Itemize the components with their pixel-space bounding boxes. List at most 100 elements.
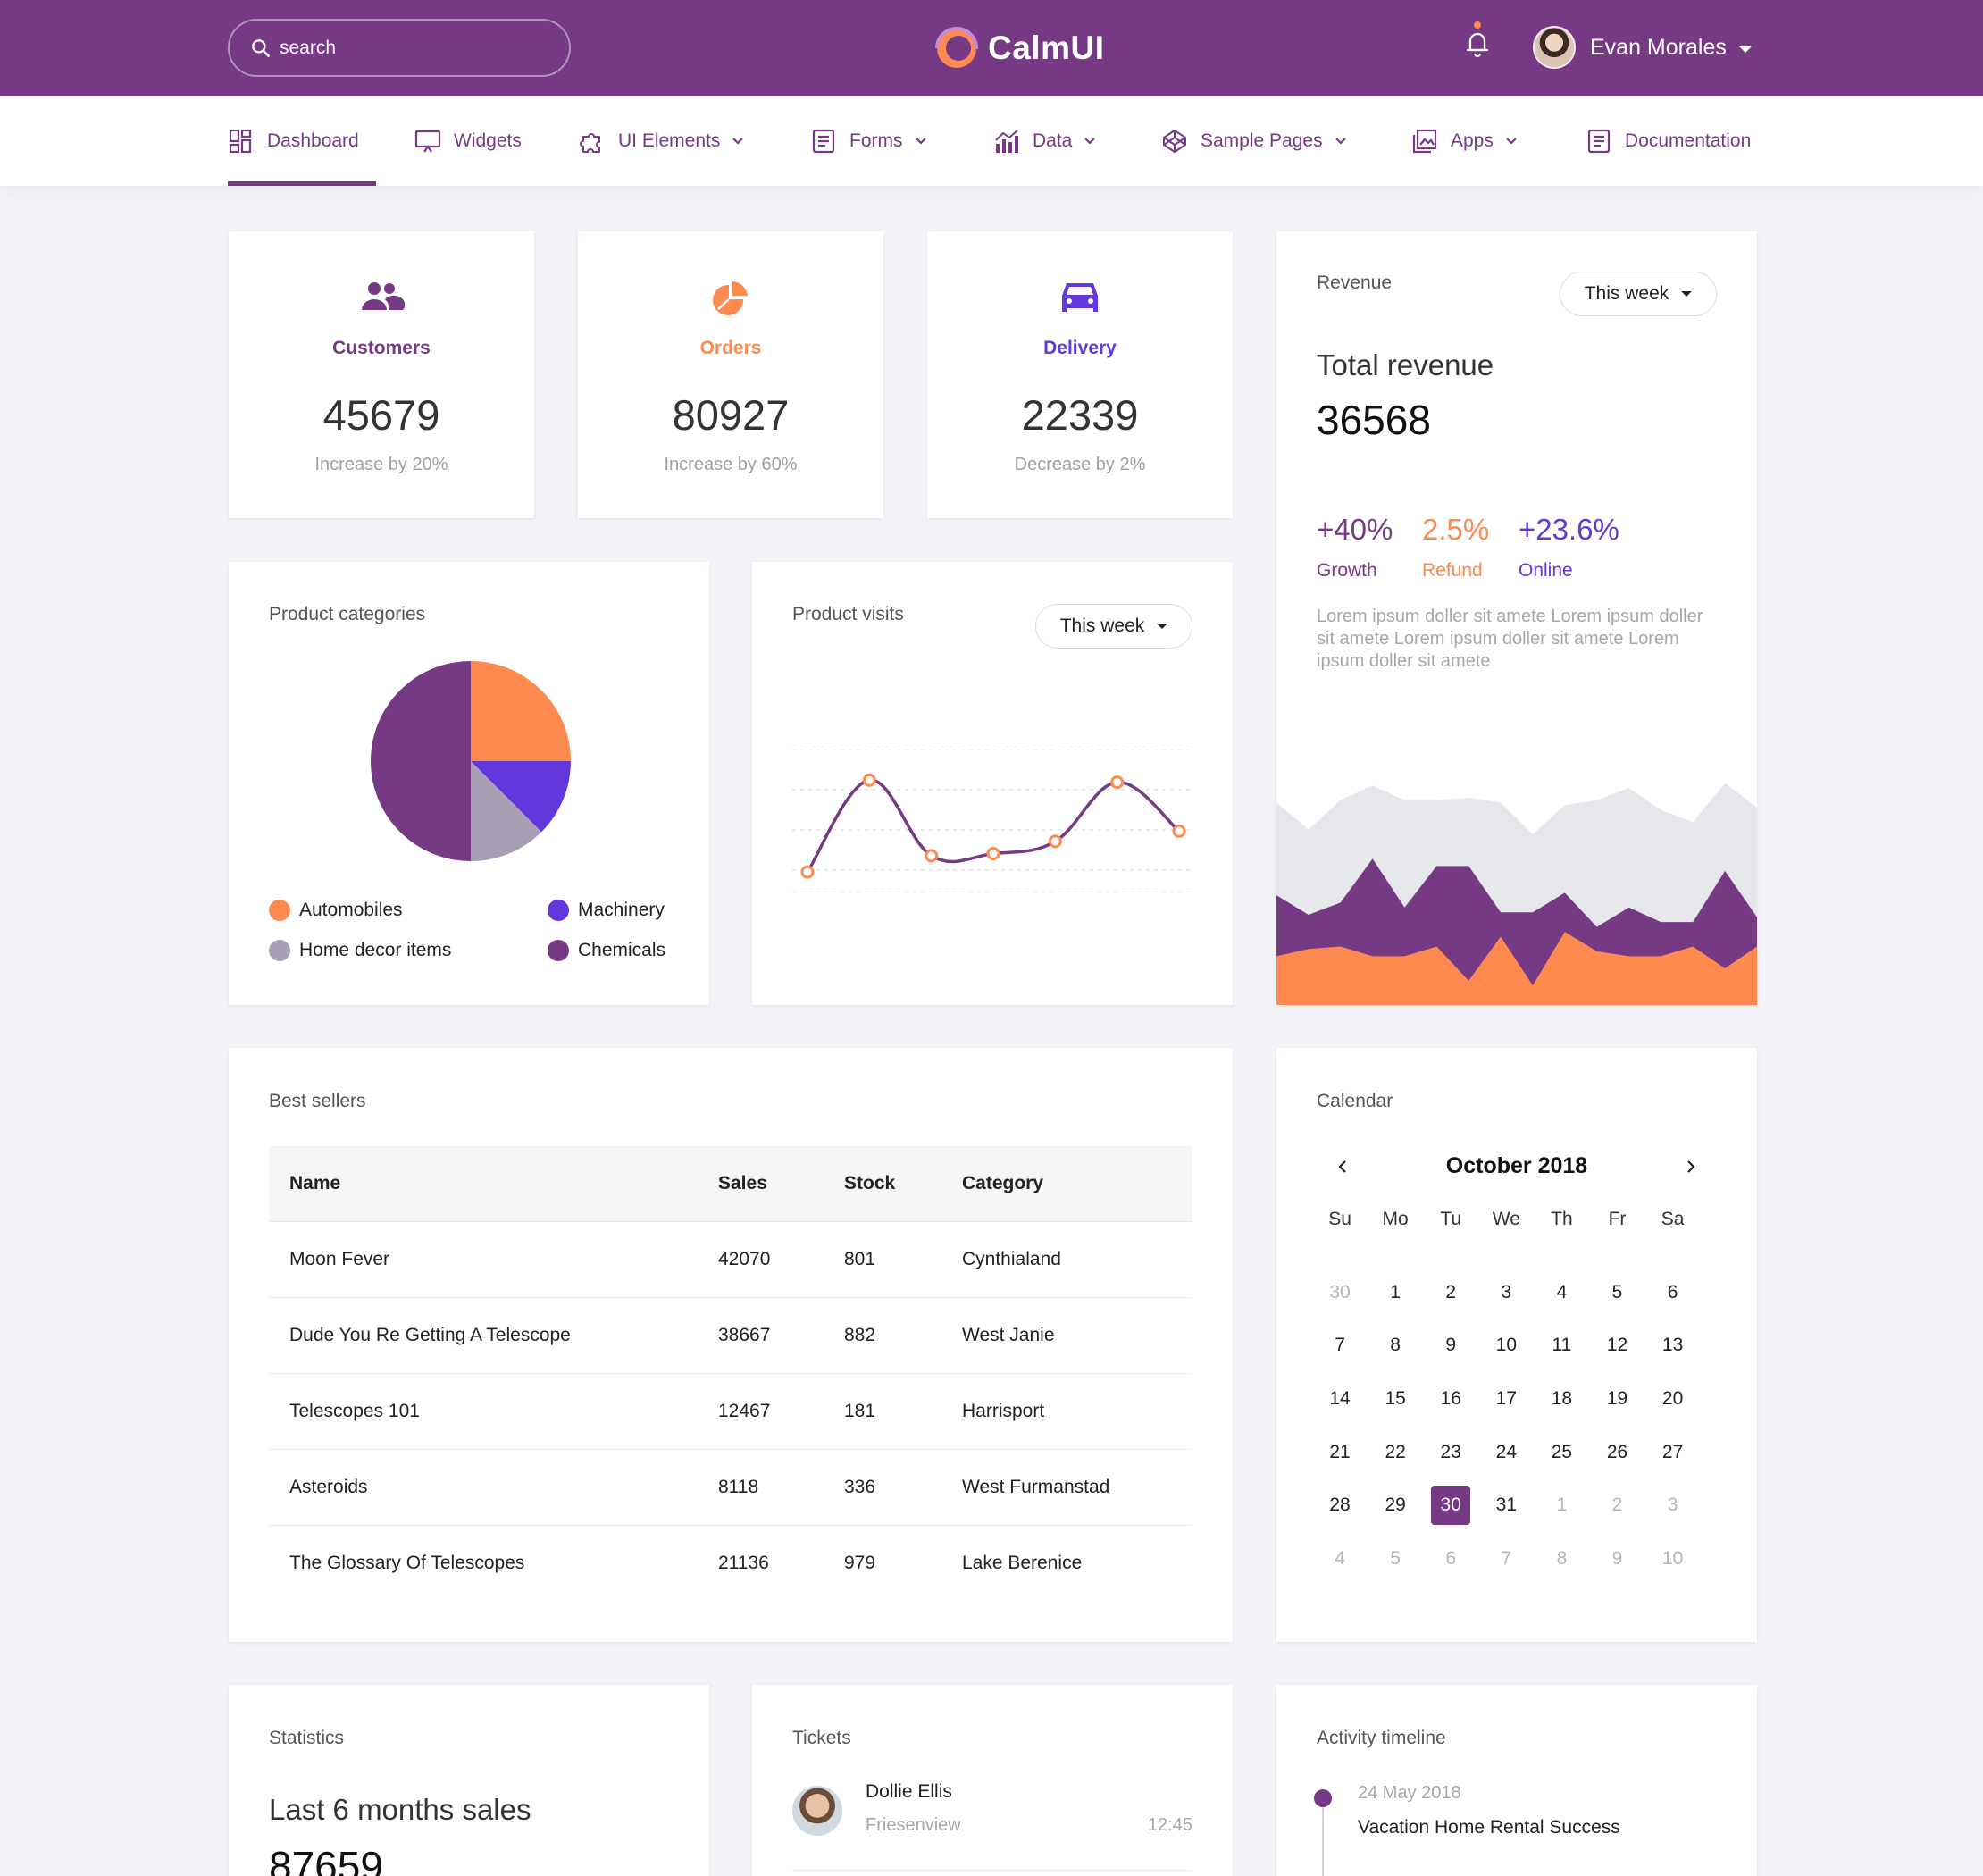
calendar-day[interactable]: 20: [1645, 1379, 1701, 1419]
calendar-day[interactable]: 24: [1478, 1433, 1534, 1472]
calendar-day[interactable]: 14: [1312, 1379, 1368, 1419]
calendar-day[interactable]: 8: [1534, 1539, 1589, 1579]
calendar-days: 30 1 2 3 4 5 6 7 8 9 10 11 12 13 14 15 16 17 18 19 20 21 22 23 2…: [1312, 1266, 1701, 1586]
calendar-day[interactable]: 19: [1589, 1379, 1644, 1419]
search-box[interactable]: [228, 19, 571, 77]
data-point[interactable]: [1110, 775, 1125, 790]
calendar-day[interactable]: 4: [1534, 1273, 1589, 1312]
cell-stock: 979: [844, 1552, 876, 1573]
day-number: 9: [1445, 1335, 1457, 1356]
data-point[interactable]: [925, 849, 939, 863]
table-row[interactable]: Asteroids 8118 336 West Furmanstad: [269, 1449, 1192, 1526]
calendar-day[interactable]: 27: [1645, 1433, 1701, 1472]
brand-logo[interactable]: CalmUI: [934, 25, 1104, 71]
statistics-value: 87659: [269, 1843, 383, 1876]
column-header[interactable]: Sales: [698, 1146, 824, 1222]
calendar-day[interactable]: 8: [1368, 1326, 1423, 1365]
cell-category: West Furmanstad: [941, 1449, 1192, 1526]
calendar-day[interactable]: 28: [1312, 1486, 1368, 1525]
period-dropdown[interactable]: This week: [1035, 604, 1192, 649]
calendar-day[interactable]: 7: [1312, 1326, 1368, 1365]
calendar-day[interactable]: 31: [1478, 1486, 1534, 1525]
calendar-day[interactable]: 26: [1589, 1433, 1644, 1472]
calendar-day[interactable]: 12: [1589, 1326, 1644, 1365]
calendar-day[interactable]: 2: [1423, 1273, 1478, 1312]
data-point[interactable]: [1172, 824, 1186, 838]
calendar-day[interactable]: 23: [1423, 1433, 1478, 1472]
data-point[interactable]: [986, 847, 1000, 861]
card-title: Activity timeline: [1317, 1728, 1446, 1748]
calendar-day[interactable]: 6: [1423, 1539, 1478, 1579]
day-number: 5: [1611, 1281, 1623, 1302]
product-categories-pie-chart: [371, 661, 571, 861]
calendar-day[interactable]: 29: [1368, 1486, 1423, 1525]
calendar-day[interactable]: 3: [1645, 1486, 1701, 1525]
calendar-day[interactable]: 22: [1368, 1433, 1423, 1472]
table-row[interactable]: Dude You Re Getting A Telescope 38667 88…: [269, 1297, 1192, 1374]
calendar-day[interactable]: 1: [1368, 1273, 1423, 1312]
caret-down-icon: [1681, 291, 1693, 297]
calendar-day[interactable]: 17: [1478, 1379, 1534, 1419]
day-number: 30: [1329, 1281, 1351, 1302]
weekday: Tu: [1440, 1209, 1462, 1229]
nav-item-dashboard[interactable]: Dashboard: [228, 96, 359, 186]
calendar-month: October 2018: [1445, 1153, 1588, 1178]
calendar-day[interactable]: 21: [1312, 1433, 1368, 1472]
calendar-week: 4 5 6 7 8 9 10: [1312, 1532, 1701, 1586]
data-point[interactable]: [1048, 834, 1062, 849]
day-number: 16: [1440, 1387, 1461, 1409]
calendar-day[interactable]: 18: [1534, 1379, 1589, 1419]
nav-item-data[interactable]: Data: [993, 96, 1096, 186]
calendar-day[interactable]: 5: [1589, 1273, 1644, 1312]
day-number: 10: [1495, 1335, 1517, 1356]
chevron-left-icon[interactable]: [1336, 1159, 1349, 1175]
table-row[interactable]: Telescopes 101 12467 181 Harrisport: [269, 1373, 1192, 1450]
calendar-day[interactable]: 7: [1478, 1539, 1534, 1579]
calendar-day-selected[interactable]: 30: [1423, 1486, 1478, 1526]
table-row[interactable]: The Glossary Of Telescopes 21136 979 Lak…: [269, 1525, 1192, 1601]
calendar-day[interactable]: 9: [1423, 1326, 1478, 1365]
cell-sales: 12467: [698, 1373, 824, 1450]
data-point[interactable]: [862, 773, 876, 787]
column-header[interactable]: Category: [941, 1146, 1192, 1222]
nav-item-ui-elements[interactable]: UI Elements: [579, 96, 744, 186]
calendar-day[interactable]: 11: [1534, 1326, 1589, 1365]
calendar-day[interactable]: 6: [1645, 1273, 1701, 1312]
day-number: 7: [1335, 1335, 1345, 1356]
nav-item-documentation[interactable]: Documentation: [1586, 96, 1751, 186]
calendar-day[interactable]: 16: [1423, 1379, 1478, 1419]
activity-text: Vacation Home Rental Success: [1358, 1817, 1620, 1838]
calendar-day[interactable]: 15: [1368, 1379, 1423, 1419]
notification-bell-icon[interactable]: [1463, 20, 1492, 61]
nav-item-apps[interactable]: Apps: [1411, 96, 1517, 186]
caret-down-icon: [1738, 46, 1752, 53]
calendar-day[interactable]: 1: [1534, 1486, 1589, 1525]
calendar-day[interactable]: 10: [1645, 1539, 1701, 1579]
table-row[interactable]: Moon Fever 42070 801 Cynthialand: [269, 1221, 1192, 1298]
calendar-day[interactable]: 13: [1645, 1326, 1701, 1365]
calendar-day[interactable]: 4: [1312, 1539, 1368, 1579]
day-number: 19: [1606, 1387, 1628, 1409]
column-header[interactable]: Name: [269, 1146, 698, 1222]
data-point[interactable]: [800, 865, 815, 879]
growth-label: Growth: [1317, 560, 1377, 581]
period-dropdown[interactable]: This week: [1560, 272, 1717, 316]
chevron-right-icon[interactable]: [1685, 1159, 1697, 1175]
search-input[interactable]: [280, 33, 548, 63]
online-label: Online: [1519, 560, 1573, 581]
nav-item-sample-pages[interactable]: Sample Pages: [1161, 96, 1346, 186]
calendar-day[interactable]: 25: [1534, 1433, 1589, 1472]
calendar-week: 21 22 23 24 25 26 27: [1312, 1426, 1701, 1479]
calendar-day[interactable]: 9: [1589, 1539, 1644, 1579]
nav-item-widgets[interactable]: Widgets: [414, 96, 522, 186]
calendar-day[interactable]: 3: [1478, 1273, 1534, 1312]
calendar-day[interactable]: 30: [1312, 1273, 1368, 1312]
ticket-item[interactable]: Dollie Ellis Friesenview 12:45: [792, 1781, 1192, 1871]
calendar-day[interactable]: 2: [1589, 1486, 1644, 1525]
calendar-day[interactable]: 5: [1368, 1539, 1423, 1579]
nav-item-forms[interactable]: Forms: [810, 96, 926, 186]
calendar-day[interactable]: 10: [1478, 1326, 1534, 1365]
column-header[interactable]: Stock: [824, 1146, 941, 1222]
user-menu[interactable]: Evan Morales: [1533, 25, 1752, 70]
day-number: 30: [1431, 1486, 1471, 1526]
